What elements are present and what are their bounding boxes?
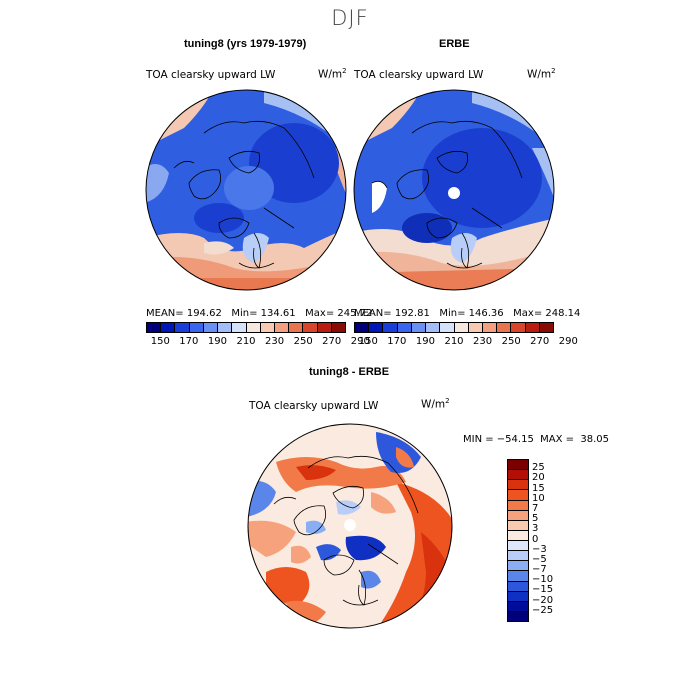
colorbar-swatch [508,561,528,572]
colorbar-swatch [497,323,512,332]
panel3-colorbar [507,459,529,622]
colorbar-swatch [511,323,526,332]
colorbar-swatch [175,323,190,332]
colorbar-tick-label: 270 [322,336,342,347]
panel1-stats: MEAN= 194.62 Min= 134.61 Max= 245.72 [146,308,373,319]
colorbar-swatch [383,323,398,332]
colorbar-tick-label: 230 [473,336,493,347]
colorbar-tick-label: −3 [532,543,547,555]
panel2-stats: MEAN= 192.81 Min= 146.36 Max= 248.14 [354,308,581,319]
colorbar-tick-label: 0 [532,533,539,545]
colorbar-tick-label: 210 [236,336,256,347]
colorbar-tick-label: 290 [558,336,578,347]
panel1-map [145,89,347,291]
colorbar-swatch [508,500,528,511]
colorbar-tick-label: 250 [293,336,313,347]
panel2-units: W/m2 [527,67,556,81]
colorbar-swatch [218,323,233,332]
colorbar-swatch [426,323,441,332]
colorbar-swatch [411,323,427,332]
panel2-title: ERBE [439,38,470,50]
main-title: DJF [331,6,369,30]
panel1-colorbar [146,322,346,333]
panel3-variable: TOA clearsky upward LW [249,400,379,412]
colorbar-tick-label: 7 [532,502,539,514]
colorbar-tick-label: 5 [532,513,539,525]
colorbar-swatch [232,323,247,332]
colorbar-tick-label: 150 [358,336,378,347]
colorbar-swatch [508,520,528,531]
colorbar-tick-label: 20 [532,472,545,484]
panel2-colorbar [354,322,554,333]
colorbar-tick-label: 270 [530,336,550,347]
panel3-title: tuning8 - ERBE [309,366,390,378]
colorbar-swatch [440,323,455,332]
colorbar-swatch [508,551,528,562]
colorbar-tick-label: −25 [532,604,554,616]
colorbar-swatch [468,323,483,332]
panel1-title: tuning8 (yrs 1979-1979) [184,38,307,50]
colorbar-tick-label: 150 [150,336,170,347]
panel2-map [353,89,555,291]
colorbar-swatch [525,323,540,332]
panel2-colorbar-ticks: 150 170 190 210 230 250 270 290 [354,336,578,350]
colorbar-tick-label: 290 [350,336,370,347]
colorbar-tick-label: 3 [532,523,539,535]
colorbar-swatch [260,323,275,332]
colorbar-tick-label: 230 [265,336,285,347]
colorbar-swatch [508,611,528,621]
colorbar-swatch [331,323,346,332]
colorbar-swatch [508,460,528,471]
colorbar-tick-label: 15 [532,482,545,494]
colorbar-tick-label: 10 [532,492,545,504]
colorbar-tick-label: −15 [532,584,554,596]
colorbar-swatch [289,323,304,332]
colorbar-swatch [508,541,528,552]
colorbar-tick-label: 25 [532,462,545,474]
panel2-variable: TOA clearsky upward LW [354,69,484,81]
panel3-stats: MIN = −54.15 MAX = 38.05 [463,434,610,445]
colorbar-tick-label: −7 [532,564,547,576]
colorbar-tick-label: −20 [532,594,554,606]
colorbar-tick-label: 210 [444,336,464,347]
colorbar-swatch [355,323,370,332]
colorbar-swatch [508,470,528,481]
panel1-colorbar-ticks: 150 170 190 210 230 250 270 290 [146,336,370,350]
panel1-variable: TOA clearsky upward LW [146,69,276,81]
panel1-units: W/m2 [318,67,347,81]
colorbar-swatch [274,323,290,332]
colorbar-swatch [397,323,412,332]
colorbar-swatch [508,591,528,602]
colorbar-swatch [303,323,318,332]
colorbar-swatch [246,323,261,332]
colorbar-swatch [508,510,528,521]
colorbar-swatch [454,323,469,332]
colorbar-swatch [539,323,554,332]
colorbar-swatch [508,601,528,612]
colorbar-tick-label: −5 [532,553,547,565]
colorbar-tick-label: 170 [179,336,199,347]
panel3-map [247,423,453,629]
colorbar-swatch [508,530,528,541]
colorbar-swatch [482,323,498,332]
colorbar-tick-label: 250 [501,336,521,347]
colorbar-swatch [508,480,528,491]
colorbar-swatch [508,490,528,501]
colorbar-swatch [147,323,162,332]
colorbar-tick-label: −10 [532,574,554,586]
colorbar-swatch [369,323,384,332]
colorbar-tick-label: 190 [415,336,435,347]
colorbar-swatch [508,571,528,582]
colorbar-swatch [203,323,219,332]
colorbar-swatch [161,323,176,332]
colorbar-tick-label: 190 [207,336,227,347]
colorbar-swatch [189,323,204,332]
colorbar-tick-label: 170 [387,336,407,347]
panel3-units: W/m2 [421,397,450,411]
colorbar-swatch [317,323,332,332]
colorbar-swatch [508,581,528,592]
panel3-colorbar-ticks: 25 20 15 10 7 5 3 0 −3 −5 −7 −10 −15 −20 −25 [532,459,582,622]
